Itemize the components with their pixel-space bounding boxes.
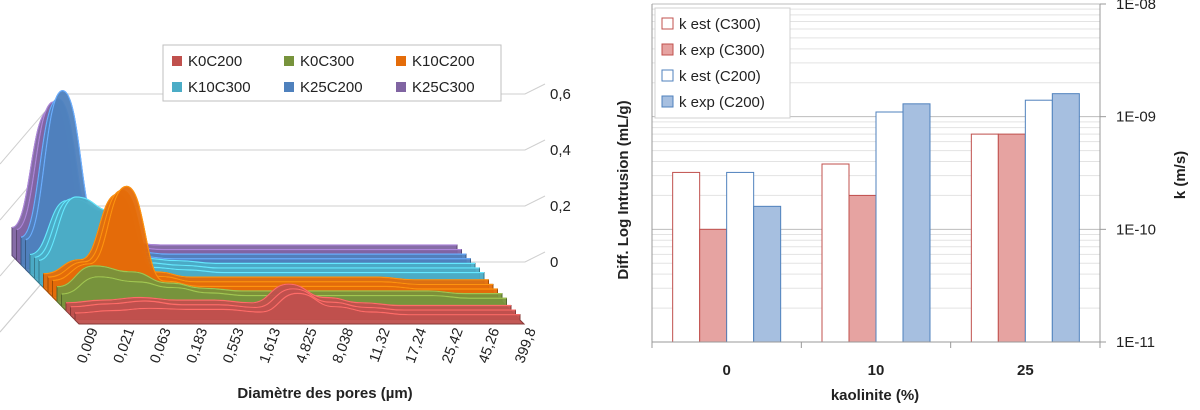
legend-swatch [661,43,674,56]
x-tick-label: 0 [722,362,730,379]
legend: K0C200 K0C300 K10C200 K10C300 K25C200 K25C300 [162,44,502,102]
x-tick-label: 11,32 [367,326,394,365]
y-tick-label: 0,6 [550,86,571,103]
bar-k exp (C200) [902,103,931,343]
x-tick-label: 0,063 [147,326,174,366]
bar-k exp (C200) [1051,93,1080,343]
legend-label: k exp (C300) [679,42,765,59]
legend-swatch [661,95,674,108]
ribbon-edge-K0C200 [70,288,516,311]
x-tick-label: 0,183 [184,326,211,366]
x-tick-label: 0,553 [220,326,247,366]
legend-swatch [396,56,406,66]
ribbon-edge-K10C200 [52,185,498,290]
bar-k exp (C200) [753,205,782,343]
legend-label: K25C200 [300,79,363,96]
bar-k est (C300) [672,171,701,343]
legend-label: K10C200 [412,53,475,70]
x-axis-ticks: 0,009 0,021 0,063 0,183 0,553 1,613 4,825 8,038… [74,326,539,366]
legend-swatch [661,69,674,82]
bar-k exp (C300) [699,228,728,343]
x-tick-label: 25 [1017,362,1034,379]
legend-swatch [172,56,182,66]
permeability-chart: 1E-08 1E-09 1E-10 1E-11 0 10 25 kaolinite (%)… [651,0,1189,404]
y-tick-label: 0,4 [550,142,571,159]
x-tick-label: 10 [868,362,885,379]
y-axis-ticks: 0 0,2 0,4 0,6 [550,86,571,271]
legend-box [654,7,791,119]
bar-k exp (C300) [997,133,1026,343]
legend-swatch [396,82,406,92]
x-tick-label: 0,021 [111,326,138,366]
y-tick-label: 0 [550,254,558,271]
x-tick-label: 0,009 [74,326,101,366]
x-tick-label: 4,825 [293,326,320,366]
legend-swatch [284,56,294,66]
legend: k est (C300) k exp (C300) k est (C200) k ex… [654,7,791,119]
y-tick-label: 1E-10 [1116,221,1156,238]
y-tick-label: 1E-08 [1116,0,1156,13]
ribbon-edge-K10C200 [43,193,489,281]
bars [672,93,1080,343]
legend-label: K25C300 [412,79,475,96]
legend-label: k exp (C200) [679,94,765,111]
bar-k est (C300) [821,163,850,343]
x-tick-label: 45,26 [476,326,503,366]
axes [651,3,1106,348]
legend-box [162,44,502,102]
legend-label: k est (C200) [679,68,761,85]
legend-label: K0C200 [188,53,242,70]
x-axis-ticks: 0 10 25 [722,362,1033,379]
y-tick-label: 0,2 [550,198,571,215]
right-y-axis-title: k (m/s) [1172,151,1189,199]
ribbon-edge-K10C200 [47,189,493,286]
bar-k exp (C300) [848,194,877,343]
ribbon-edge-K0C200 [74,292,520,316]
bar-k est (C200) [875,111,904,343]
bar-k est (C200) [726,171,755,343]
ribbon-edge-K25C200 [25,90,471,260]
legend-swatch [284,82,294,92]
x-tick-label: 399,8 [512,326,539,366]
x-axis-title: kaolinite (%) [831,387,919,404]
x-tick-label: 17,24 [403,326,430,366]
legend-swatch [661,17,674,30]
y-axis-title: Diff. Log Intrusion (mL/g) [615,100,632,279]
series-ribbons [11,90,526,325]
y-tick-label: 1E-09 [1116,109,1156,126]
x-tick-label: 25,42 [439,326,466,366]
x-tick-label: 1,613 [257,326,284,366]
bar-k est (C300) [970,133,999,343]
x-tick-label: 8,038 [330,326,357,366]
pore-distribution-chart: 0 0,2 0,4 0,6 0,009 0,021 0,063 0,183 0,553 1,61… [0,44,571,402]
x-axis-title: Diamètre des pores (µm) [237,385,412,402]
y-tick-label: 1E-11 [1116,334,1155,351]
legend-label: k est (C300) [679,16,761,33]
legend-swatch [172,82,182,92]
ribbon-edge-K0C200 [65,283,511,307]
legend-label: K10C300 [188,79,251,96]
legend-label: K0C300 [300,53,354,70]
y-axis-ticks: 1E-08 1E-09 1E-10 1E-11 [1116,0,1156,351]
bar-k est (C200) [1024,99,1053,343]
